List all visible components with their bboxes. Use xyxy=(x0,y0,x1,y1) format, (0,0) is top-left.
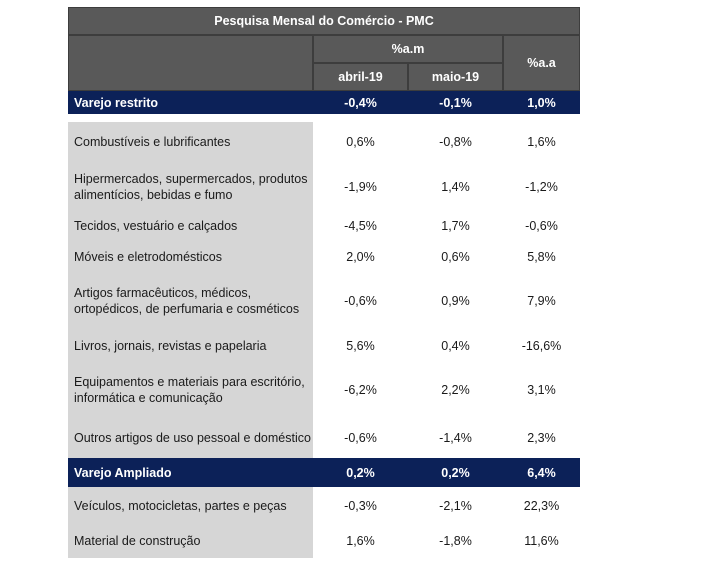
value-annual: 3,1% xyxy=(527,383,556,397)
row-label: Tecidos, vestuário e calçados xyxy=(68,211,313,240)
value-annual: 11,6% xyxy=(524,534,559,548)
value-month2: 2,2% xyxy=(441,383,470,397)
value-month2: 0,9% xyxy=(441,294,470,308)
value-month1: -0,6% xyxy=(344,294,377,308)
value-month1: -0,4% xyxy=(313,91,408,114)
table-title: Pesquisa Mensal do Comércio - PMC xyxy=(68,7,580,35)
summary-row: Varejo restrito -0,4% -0,1% 1,0% xyxy=(68,91,580,114)
value-month1: -0,6% xyxy=(344,430,377,445)
value-annual: 5,8% xyxy=(527,249,556,264)
value-month2: -0,1% xyxy=(408,91,503,114)
table-row: Equipamentos e materiais para escritório… xyxy=(68,363,580,417)
table-row: Material de construção 1,6% -1,8% 11,6% xyxy=(68,524,580,558)
header-blank xyxy=(68,35,313,91)
header-month2: maio-19 xyxy=(408,63,503,91)
value-annual: -16,6% xyxy=(521,339,562,353)
value-annual: 1,0% xyxy=(503,91,580,114)
value-month2: 0,2% xyxy=(408,458,503,487)
value-month1: 2,0% xyxy=(346,249,375,264)
header-aa: %a.a xyxy=(503,35,580,91)
value-annual: -1,2% xyxy=(525,179,558,194)
row-label: Móveis e eletrodomésticos xyxy=(68,240,313,273)
row-label: Hipermercados, supermercados, produtos a… xyxy=(68,162,313,211)
value-month2: 1,7% xyxy=(441,218,470,233)
value-annual: -0,6% xyxy=(525,218,558,233)
value-annual: 7,9% xyxy=(527,294,556,308)
summary-row: Varejo Ampliado 0,2% 0,2% 6,4% xyxy=(68,458,580,487)
value-month2: -2,1% xyxy=(439,498,472,513)
value-month2: -1,8% xyxy=(439,534,472,548)
header-month1: abril-19 xyxy=(313,63,408,91)
value-annual: 1,6% xyxy=(527,135,556,149)
value-month2: -1,4% xyxy=(439,430,472,445)
value-month2: 0,4% xyxy=(441,339,470,353)
row-label: Outros artigos de uso pessoal e doméstic… xyxy=(68,417,313,458)
value-month1: -6,2% xyxy=(344,383,377,397)
row-label: Varejo restrito xyxy=(68,91,313,114)
value-annual: 22,3% xyxy=(523,498,560,513)
table-row: Livros, jornais, revistas e papelaria 5,6… xyxy=(68,329,580,363)
table-row: Tecidos, vestuário e calçados -4,5% 1,7% -0… xyxy=(68,211,580,240)
table-row: Veículos, motocicletas, partes e peças -0… xyxy=(68,487,580,524)
value-annual: 6,4% xyxy=(503,458,580,487)
value-annual: 2,3% xyxy=(527,430,556,445)
table-row: Móveis e eletrodomésticos 2,0% 0,6% 5,8% xyxy=(68,240,580,273)
title-row: Pesquisa Mensal do Comércio - PMC xyxy=(68,7,580,35)
row-label: Equipamentos e materiais para escritório… xyxy=(68,363,313,417)
value-month1: 0,6% xyxy=(346,135,375,149)
row-label: Livros, jornais, revistas e papelaria xyxy=(68,329,313,363)
row-label: Combustíveis e lubrificantes xyxy=(68,122,313,162)
value-month1: 1,6% xyxy=(346,534,375,548)
header-am: %a.m xyxy=(313,35,503,63)
row-label: Artigos farmacêuticos, médicos, ortopédi… xyxy=(68,273,313,329)
table-row: Outros artigos de uso pessoal e doméstic… xyxy=(68,417,580,458)
row-label: Varejo Ampliado xyxy=(68,458,313,487)
value-month1: -1,9% xyxy=(344,179,377,194)
row-label: Material de construção xyxy=(68,524,313,558)
table-row: Combustíveis e lubrificantes 0,6% -0,8% 1,6… xyxy=(68,122,580,162)
value-month1: -4,5% xyxy=(344,218,377,233)
value-month1: -0,3% xyxy=(344,498,377,513)
table-row: Hipermercados, supermercados, produtos a… xyxy=(68,162,580,211)
table-row: Artigos farmacêuticos, médicos, ortopédi… xyxy=(68,273,580,329)
value-month1: 5,6% xyxy=(346,339,375,353)
value-month2: 0,6% xyxy=(441,249,470,264)
header-row: %a.m abril-19 maio-19 %a.a xyxy=(68,35,580,91)
value-month2: 1,4% xyxy=(441,179,470,194)
value-month2: -0,8% xyxy=(439,135,472,149)
value-month1: 0,2% xyxy=(313,458,408,487)
row-label: Veículos, motocicletas, partes e peças xyxy=(68,487,313,524)
